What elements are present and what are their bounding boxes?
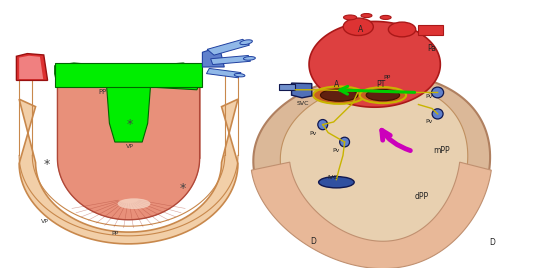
Text: PP: PP: [383, 75, 391, 80]
Polygon shape: [19, 99, 238, 244]
Ellipse shape: [318, 177, 354, 188]
Ellipse shape: [432, 109, 443, 119]
Ellipse shape: [321, 89, 358, 101]
Ellipse shape: [318, 120, 328, 130]
Polygon shape: [150, 63, 202, 90]
Ellipse shape: [432, 87, 444, 98]
Text: SVC: SVC: [297, 102, 309, 106]
Text: D: D: [310, 237, 316, 246]
Text: PP: PP: [98, 90, 107, 95]
Polygon shape: [57, 78, 200, 220]
Ellipse shape: [344, 18, 373, 35]
Ellipse shape: [234, 73, 245, 77]
Text: IVC: IVC: [328, 175, 339, 180]
Polygon shape: [253, 74, 490, 267]
Polygon shape: [211, 55, 251, 65]
Ellipse shape: [380, 15, 391, 19]
Ellipse shape: [313, 86, 365, 104]
Ellipse shape: [344, 15, 357, 20]
Text: D: D: [490, 238, 495, 247]
Text: VP: VP: [126, 144, 133, 148]
Ellipse shape: [340, 137, 350, 147]
Ellipse shape: [118, 198, 150, 209]
Text: Pv: Pv: [426, 94, 433, 99]
Text: Pv: Pv: [426, 120, 433, 124]
Polygon shape: [206, 68, 241, 78]
Text: A: A: [358, 25, 364, 34]
Text: *: *: [180, 183, 187, 195]
Polygon shape: [279, 84, 295, 90]
Polygon shape: [207, 39, 249, 55]
Text: A: A: [334, 80, 339, 89]
Text: Pv: Pv: [332, 148, 340, 153]
Ellipse shape: [240, 40, 252, 45]
Text: *: *: [43, 158, 50, 171]
Polygon shape: [202, 50, 224, 67]
Polygon shape: [107, 66, 150, 142]
Text: PT: PT: [377, 80, 386, 89]
Polygon shape: [55, 63, 107, 87]
Text: dPP: dPP: [414, 192, 428, 201]
Ellipse shape: [359, 87, 406, 103]
Ellipse shape: [361, 13, 372, 18]
Polygon shape: [16, 54, 48, 80]
Text: mPP: mPP: [434, 146, 450, 155]
Polygon shape: [19, 56, 43, 79]
Text: VP: VP: [41, 219, 49, 224]
Polygon shape: [55, 63, 202, 87]
Polygon shape: [280, 83, 468, 252]
Ellipse shape: [388, 22, 416, 37]
Polygon shape: [309, 21, 440, 107]
Ellipse shape: [366, 90, 400, 101]
Polygon shape: [252, 162, 491, 268]
Text: Pa: Pa: [428, 44, 437, 53]
Ellipse shape: [243, 57, 255, 60]
Text: Pv: Pv: [309, 131, 317, 136]
Text: PP: PP: [111, 231, 119, 236]
Polygon shape: [292, 83, 312, 98]
Polygon shape: [418, 25, 443, 35]
Text: *: *: [126, 118, 133, 131]
